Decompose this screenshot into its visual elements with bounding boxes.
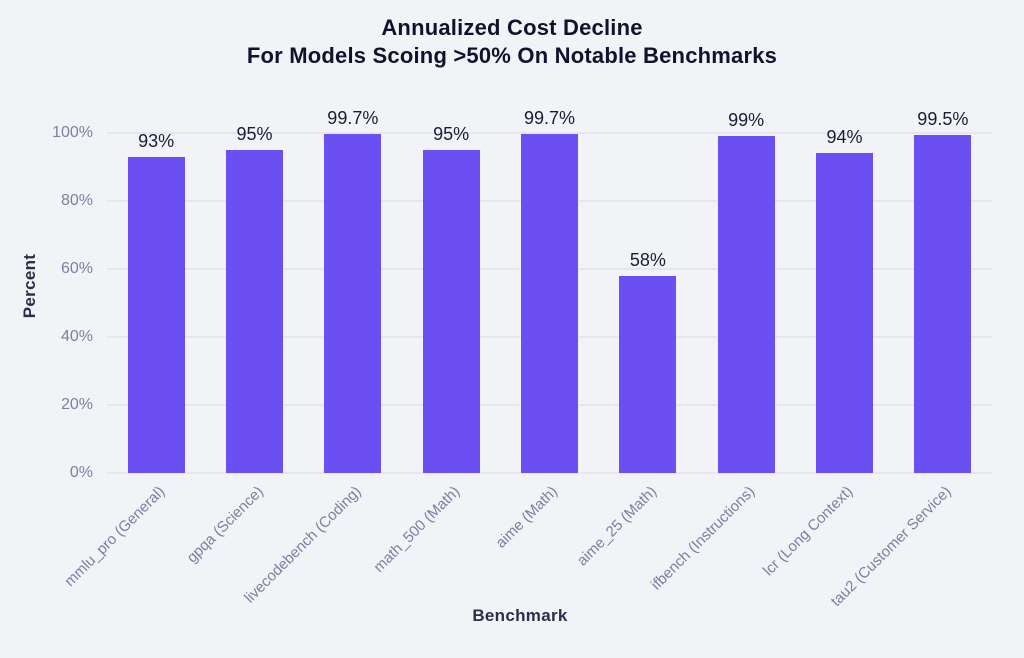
gridline xyxy=(107,472,992,474)
bar-value-label: 99% xyxy=(728,110,765,131)
bar-value-label: 95% xyxy=(433,124,470,144)
y-tick-label: 40% xyxy=(60,328,93,345)
chart-title-line2: For Models Scoing >50% On Notable Benchm… xyxy=(246,43,778,68)
x-tick-label: lcr (Long Context) xyxy=(760,483,857,580)
y-tick-label: 100% xyxy=(52,124,93,141)
gridline xyxy=(107,132,992,134)
bar-value-label: 99.5% xyxy=(917,108,969,129)
y-tick-label: 80% xyxy=(60,192,93,209)
bar xyxy=(127,156,185,473)
y-tick-label: 20% xyxy=(60,396,93,413)
bar xyxy=(816,153,873,473)
bar-value-label: 99.7% xyxy=(327,108,379,129)
bar-value-label: 99.7% xyxy=(523,108,576,129)
bar xyxy=(422,150,480,473)
chart-title: Annualized Cost Decline For Models Scoin… xyxy=(0,14,1024,70)
bar xyxy=(521,134,578,473)
x-axis-label: Benchmark xyxy=(472,606,568,625)
bar xyxy=(914,134,972,473)
x-tick-label: gpqa (Science) xyxy=(183,483,267,567)
x-tick-label: mmlu_pro (General) xyxy=(61,483,169,590)
plot-area: 0% 20% 40% 60% 80% 100% 93% mmlu_pro (General) 9… xyxy=(52,99,992,610)
bar xyxy=(226,150,283,473)
x-tick-label: math_500 (Math) xyxy=(370,483,464,576)
chart-title-line1: Annualized Cost Decline xyxy=(381,15,643,40)
bar xyxy=(717,136,775,473)
x-tick-label: aime_25 (Math) xyxy=(573,483,660,570)
bar-value-label: 95% xyxy=(236,124,273,144)
bar xyxy=(324,134,382,473)
bar xyxy=(619,275,677,473)
y-axis-label: Percent xyxy=(20,253,39,319)
bar-value-label: 58% xyxy=(629,249,666,270)
bar-value-label: 93% xyxy=(138,130,175,151)
x-tick-label: ifbench (Instructions) xyxy=(647,483,759,594)
bar-value-label: 94% xyxy=(826,127,863,148)
x-tick-label: aime (Math) xyxy=(492,483,562,552)
y-tick-label: 0% xyxy=(69,464,93,481)
y-tick-label: 60% xyxy=(60,260,93,277)
